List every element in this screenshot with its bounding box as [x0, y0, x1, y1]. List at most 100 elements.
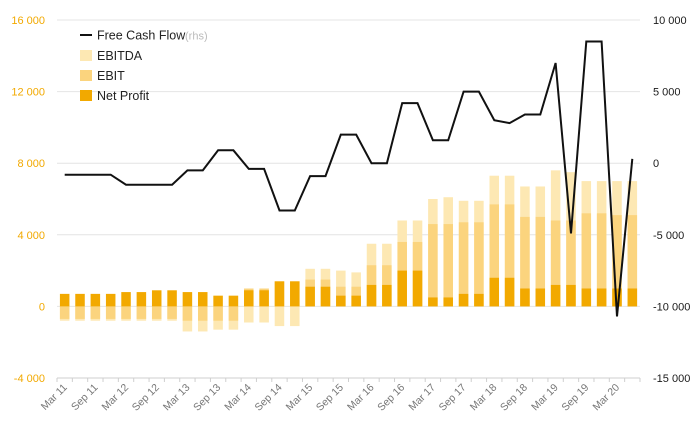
net-profit-bar: [290, 281, 300, 307]
left-tick-label: 8 000: [17, 158, 45, 170]
ebit-bar: [105, 306, 116, 319]
net-profit-bar: [151, 290, 162, 307]
ebit-bar: [535, 216, 546, 307]
ebit-bar: [581, 213, 592, 307]
ebit-bar: [596, 213, 607, 307]
right-tick-label: 5 000: [653, 87, 681, 99]
x-tick-label: Mar 20: [591, 382, 623, 414]
legend: Free Cash Flow (rhs) EBITDA EBIT Net Pro…: [80, 29, 208, 103]
x-tick-label: Mar 13: [161, 382, 193, 414]
left-tick-label: 0: [39, 301, 45, 313]
net-profit-bar: [136, 292, 147, 307]
net-profit-bar: [259, 290, 269, 307]
net-profit-bar: [105, 293, 116, 307]
net-profit-bar: [627, 288, 638, 307]
ebit-bar: [90, 306, 101, 319]
right-tick-label: 10 000: [653, 15, 687, 27]
x-tick-label: Mar 14: [222, 382, 254, 414]
ebit-bar: [197, 306, 208, 321]
right-tick-label: -5 000: [653, 230, 684, 242]
net-profit-bar: [504, 277, 515, 307]
ebitda-bars: [59, 170, 638, 332]
net-profit-bar: [59, 293, 70, 307]
right-tick-label: -15 000: [653, 373, 690, 385]
net-profit-bar: [213, 295, 223, 307]
ebitda-bar: [244, 306, 254, 323]
net-profit-bar: [274, 281, 285, 307]
left-tick-label: -4 000: [14, 373, 45, 385]
net-profit-bar: [121, 292, 131, 307]
legend-swatch-ebit: [80, 70, 92, 81]
left-tick-label: 12 000: [11, 87, 45, 99]
net-profit-bars: [59, 270, 638, 307]
x-tick-label: Sep 12: [130, 382, 162, 414]
net-profit-bar: [581, 288, 592, 307]
right-tick-label: -10 000: [653, 301, 690, 313]
net-profit-bar: [397, 270, 407, 307]
free-cash-flow-series: [64, 40, 634, 317]
legend-label-net-profit: Net Profit: [97, 89, 150, 103]
ebit-bar: [121, 306, 131, 319]
ebit-bar: [520, 216, 530, 307]
x-tick-label: Sep 17: [437, 382, 469, 414]
net-profit-bar: [520, 288, 530, 307]
ebit-bar: [550, 220, 561, 307]
net-profit-bar: [566, 284, 576, 307]
x-tick-label: Sep 11: [69, 382, 101, 414]
net-profit-bar: [412, 270, 423, 307]
net-profit-bar: [535, 288, 546, 307]
net-profit-bar: [550, 284, 561, 307]
net-profit-bar: [90, 293, 101, 307]
x-tick-label: Mar 15: [284, 382, 316, 414]
left-tick-label: 4 000: [17, 230, 45, 242]
net-profit-bar: [428, 297, 438, 307]
ebit-bars: [59, 204, 638, 321]
net-profit-bar: [75, 293, 85, 307]
ebit-bar: [443, 224, 453, 307]
net-profit-bar: [366, 284, 377, 307]
net-profit-bar: [244, 290, 254, 307]
net-profit-bar: [305, 286, 315, 307]
net-profit-bar: [382, 284, 392, 307]
net-profit-bar: [612, 288, 622, 307]
net-profit-bar: [489, 277, 500, 307]
ebit-bar: [627, 215, 638, 307]
ebit-bar: [182, 306, 193, 321]
net-profit-bar: [167, 290, 177, 307]
x-tick-label: Mar 12: [100, 382, 132, 414]
right-tick-label: 0: [653, 158, 659, 170]
net-profit-bar: [182, 292, 193, 307]
ebitda-bar: [290, 306, 300, 327]
ebit-bar: [228, 306, 239, 321]
legend-swatch-ebitda: [80, 50, 92, 61]
legend-label-ebitda: EBITDA: [97, 49, 143, 63]
ebit-bar: [489, 204, 500, 307]
x-tick-label: Mar 11: [39, 382, 70, 413]
x-tick-label: Sep 16: [375, 382, 407, 414]
legend-swatch-net-profit: [80, 90, 92, 101]
net-profit-bar: [351, 295, 361, 307]
net-profit-bar: [458, 293, 469, 307]
x-tick-label: Sep 15: [314, 382, 346, 414]
x-tick-label: Sep 13: [191, 382, 223, 414]
ebit-bar: [151, 306, 162, 319]
ebit-bar: [167, 306, 177, 319]
net-profit-bar: [474, 293, 484, 307]
x-tick-label: Sep 14: [253, 382, 285, 414]
ebit-bar: [458, 222, 469, 307]
net-profit-bar: [336, 295, 346, 307]
legend-label-ebit: EBIT: [97, 69, 125, 83]
ebit-bar: [474, 222, 484, 307]
x-tick-label: Mar 17: [406, 382, 438, 414]
legend-label-free-cash-flow: Free Cash Flow: [97, 29, 186, 43]
ebit-bar: [75, 306, 85, 319]
ebit-bar: [136, 306, 147, 319]
ebit-bar: [612, 215, 622, 307]
ebit-bar: [428, 224, 438, 307]
net-profit-bar: [197, 292, 208, 307]
left-tick-label: 16 000: [11, 15, 45, 27]
ebit-bar: [213, 306, 223, 321]
net-profit-bar: [443, 297, 453, 307]
